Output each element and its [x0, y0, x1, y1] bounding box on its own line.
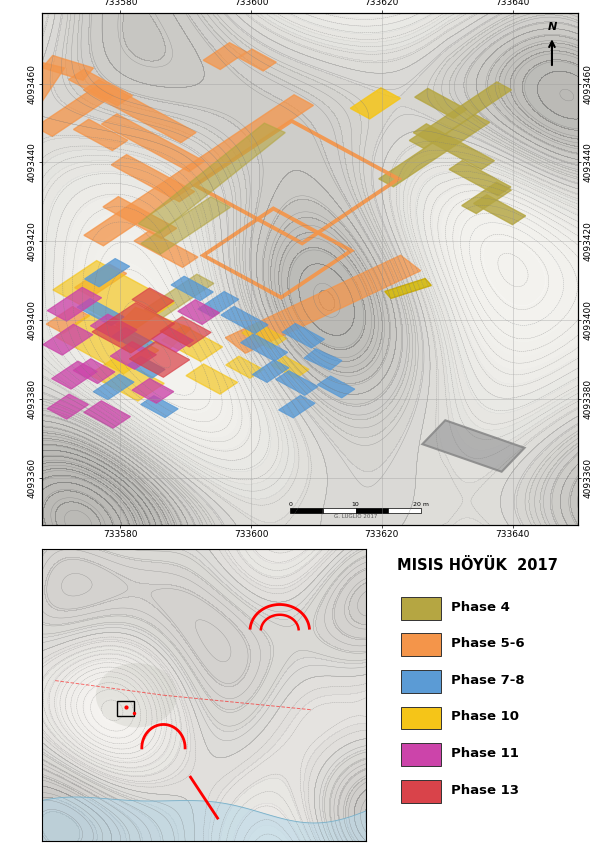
- Polygon shape: [46, 307, 89, 333]
- Polygon shape: [409, 82, 511, 149]
- Text: Phase 4: Phase 4: [451, 601, 510, 614]
- Polygon shape: [198, 292, 239, 317]
- Text: Phase 7-8: Phase 7-8: [451, 674, 525, 687]
- Polygon shape: [462, 182, 511, 213]
- Text: 0: 0: [288, 502, 292, 507]
- Polygon shape: [91, 314, 137, 342]
- Polygon shape: [144, 275, 214, 319]
- Polygon shape: [52, 361, 97, 389]
- Polygon shape: [73, 119, 128, 150]
- Polygon shape: [162, 326, 222, 361]
- Bar: [117, 701, 134, 716]
- Polygon shape: [74, 264, 126, 297]
- Polygon shape: [129, 342, 190, 377]
- Polygon shape: [272, 356, 309, 378]
- Polygon shape: [89, 357, 164, 401]
- Polygon shape: [141, 196, 231, 254]
- Polygon shape: [449, 161, 511, 196]
- Polygon shape: [110, 342, 156, 369]
- FancyBboxPatch shape: [401, 670, 441, 693]
- Polygon shape: [415, 88, 467, 118]
- Text: 20 m: 20 m: [413, 502, 429, 507]
- Polygon shape: [128, 356, 165, 378]
- Polygon shape: [225, 255, 421, 354]
- Text: Phase 13: Phase 13: [451, 784, 519, 796]
- Text: 10: 10: [352, 502, 359, 507]
- Polygon shape: [111, 155, 195, 201]
- Ellipse shape: [96, 663, 177, 728]
- Polygon shape: [160, 316, 211, 347]
- Polygon shape: [138, 123, 285, 233]
- Bar: [323, 508, 356, 513]
- Polygon shape: [85, 258, 130, 287]
- Polygon shape: [203, 42, 247, 70]
- Polygon shape: [47, 287, 102, 321]
- FancyBboxPatch shape: [401, 633, 441, 656]
- Polygon shape: [413, 124, 495, 169]
- Text: Phase 10: Phase 10: [451, 711, 519, 723]
- FancyBboxPatch shape: [401, 706, 441, 729]
- Text: G. LUGLIO 2017: G. LUGLIO 2017: [334, 513, 377, 518]
- Polygon shape: [221, 306, 268, 333]
- Polygon shape: [241, 334, 288, 361]
- Polygon shape: [304, 348, 342, 370]
- Polygon shape: [77, 298, 124, 326]
- Polygon shape: [132, 378, 174, 403]
- Text: N: N: [547, 22, 557, 32]
- Polygon shape: [47, 394, 89, 419]
- Polygon shape: [151, 327, 194, 352]
- Text: Phase 5-6: Phase 5-6: [451, 638, 525, 650]
- Bar: [290, 508, 323, 513]
- Bar: [389, 508, 421, 513]
- Polygon shape: [253, 360, 289, 383]
- Polygon shape: [423, 420, 524, 472]
- Polygon shape: [178, 300, 219, 325]
- Polygon shape: [35, 86, 114, 136]
- Polygon shape: [53, 261, 175, 332]
- FancyBboxPatch shape: [401, 743, 441, 766]
- Polygon shape: [132, 288, 174, 313]
- Polygon shape: [84, 400, 131, 428]
- Polygon shape: [93, 374, 134, 400]
- Polygon shape: [276, 371, 318, 395]
- Polygon shape: [55, 314, 159, 374]
- Polygon shape: [242, 323, 286, 348]
- Polygon shape: [226, 356, 263, 378]
- Text: MISIS HÖYÜK  2017: MISIS HÖYÜK 2017: [397, 558, 558, 573]
- Polygon shape: [278, 395, 315, 418]
- Polygon shape: [317, 376, 355, 398]
- Text: Phase 11: Phase 11: [451, 747, 519, 760]
- Polygon shape: [83, 80, 196, 143]
- Polygon shape: [42, 55, 94, 80]
- Polygon shape: [134, 230, 198, 268]
- Polygon shape: [101, 114, 204, 172]
- Polygon shape: [43, 324, 93, 355]
- Polygon shape: [73, 359, 115, 383]
- Polygon shape: [92, 303, 175, 353]
- Polygon shape: [19, 63, 64, 105]
- Polygon shape: [385, 279, 432, 298]
- Polygon shape: [115, 308, 191, 348]
- Polygon shape: [171, 276, 213, 301]
- FancyBboxPatch shape: [401, 779, 441, 802]
- Polygon shape: [84, 95, 313, 246]
- Polygon shape: [69, 70, 132, 106]
- Polygon shape: [379, 115, 490, 187]
- Polygon shape: [239, 49, 277, 71]
- Polygon shape: [283, 323, 325, 348]
- Polygon shape: [350, 88, 401, 119]
- Bar: [356, 508, 389, 513]
- Polygon shape: [141, 395, 178, 417]
- Polygon shape: [112, 327, 154, 352]
- Polygon shape: [474, 195, 526, 224]
- Polygon shape: [186, 364, 238, 394]
- FancyBboxPatch shape: [401, 597, 441, 620]
- Polygon shape: [103, 196, 176, 239]
